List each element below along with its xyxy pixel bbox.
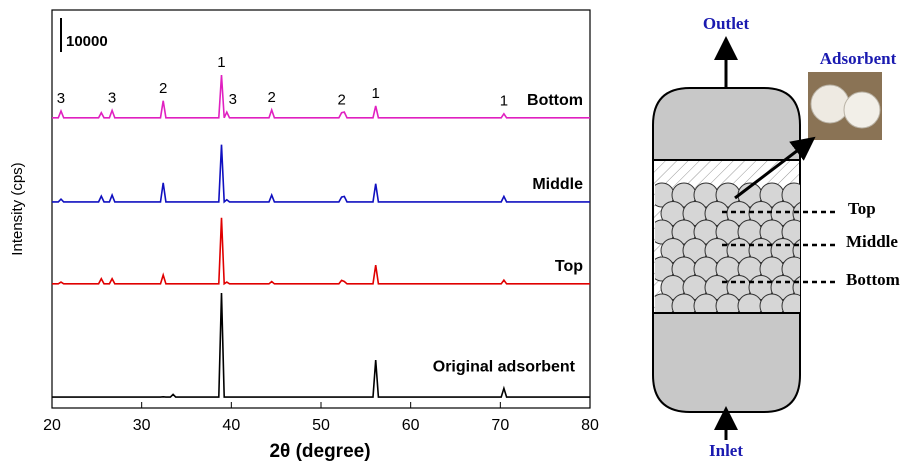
x-tick-label: 60 xyxy=(402,417,420,434)
x-tick-label: 70 xyxy=(491,417,509,434)
xrd-pattern xyxy=(52,292,590,398)
adsorbent-label: Adsorbent xyxy=(820,49,897,68)
xrd-plot: 2θ (degree) Intensity (cps) 20 30 40 50 60 70… xyxy=(9,9,599,462)
xrd-pattern xyxy=(52,74,590,119)
series-label: Original adsorbent xyxy=(433,358,576,375)
photo-ball xyxy=(810,84,850,124)
peak-label: 1 xyxy=(217,54,225,71)
peak-label: 2 xyxy=(159,80,167,97)
y-axis-label: Intensity (cps) xyxy=(9,162,26,255)
peak-label: 1 xyxy=(372,85,380,102)
ball xyxy=(792,202,800,225)
top-cap xyxy=(652,87,801,161)
plot-frame xyxy=(51,9,591,409)
xrd-pattern xyxy=(52,144,590,204)
scale-bar-label: 10000 xyxy=(66,33,108,50)
series-label: Bottom xyxy=(527,92,583,109)
photo-ball xyxy=(843,91,881,129)
peak-label: 2 xyxy=(268,89,276,106)
peak-label: 2 xyxy=(337,92,345,109)
x-axis-label: 2θ (degree) xyxy=(269,441,370,462)
outlet-label: Outlet xyxy=(703,14,750,33)
x-tick-label: 80 xyxy=(581,417,599,434)
series-label: Top xyxy=(555,258,583,275)
xrd-pattern xyxy=(52,217,590,286)
layer-label: Middle xyxy=(846,232,898,251)
reactor-diagram: Outlet Inlet Adsorbent Top Middle Bottom xyxy=(652,14,900,460)
inlet-label: Inlet xyxy=(709,441,743,460)
x-tick-label: 30 xyxy=(133,417,151,434)
layer-label: Top xyxy=(848,199,876,218)
peak-label: 3 xyxy=(57,90,65,107)
adsorbent-balls xyxy=(655,182,800,312)
photo-arrow xyxy=(734,136,816,200)
ball xyxy=(781,182,800,208)
x-tick-label: 20 xyxy=(43,417,61,434)
series-label: Middle xyxy=(532,176,583,193)
peak-label: 3 xyxy=(229,91,237,108)
ball xyxy=(781,293,800,312)
peak-label: 1 xyxy=(500,93,508,110)
x-tick-label: 50 xyxy=(312,417,330,434)
bottom-cap xyxy=(652,312,801,413)
layer-label: Bottom xyxy=(846,270,900,289)
peak-label: 3 xyxy=(108,89,116,106)
x-tick-label: 40 xyxy=(222,417,240,434)
